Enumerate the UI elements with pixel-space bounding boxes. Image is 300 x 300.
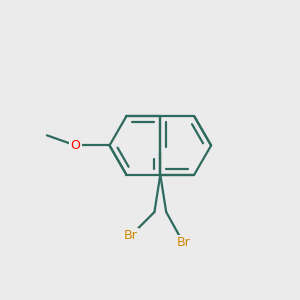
Text: Br: Br	[176, 236, 190, 249]
Text: Br: Br	[124, 229, 138, 242]
Text: O: O	[71, 139, 81, 152]
